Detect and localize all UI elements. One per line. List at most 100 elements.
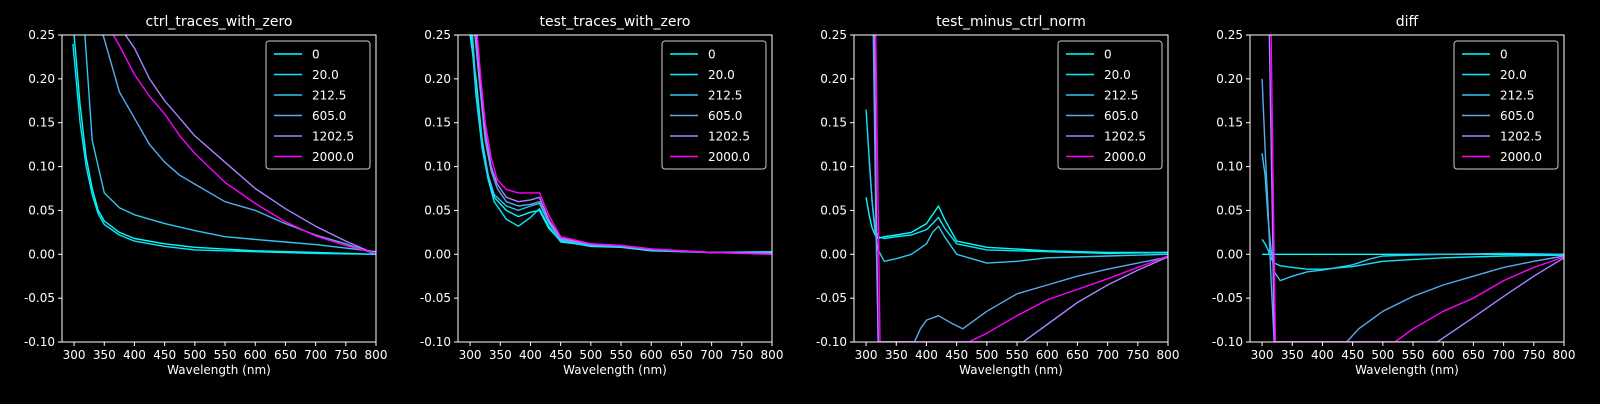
x-axis-label: Wavelength (nm): [167, 363, 271, 377]
legend-label-6: 2000.0: [1104, 150, 1146, 164]
legend-label-2: 20.0: [1500, 68, 1527, 82]
legend-label-4: 605.0: [708, 109, 742, 123]
series-line-4: [872, 35, 1168, 342]
x-tick-label: 500: [183, 348, 206, 362]
x-tick-label: 550: [1402, 348, 1425, 362]
legend-label-1: 0: [1104, 48, 1112, 62]
legend-label-3: 212.5: [312, 89, 346, 103]
y-tick-label: 0.05: [820, 203, 847, 217]
chart-panel-1: 300 350 400 450 500 550 600 650 700 750 800 -0.10 -0…: [24, 14, 388, 377]
x-tick-label: 600: [244, 348, 267, 362]
y-tick-label: 0.20: [28, 72, 55, 86]
x-tick-label: 750: [334, 348, 357, 362]
y-tick-label: 0.20: [1216, 72, 1243, 86]
y-tick-label: -0.05: [420, 291, 451, 305]
y-tick-label: 0.05: [28, 203, 55, 217]
x-tick-label: 500: [579, 348, 602, 362]
x-tick-label: 650: [274, 348, 297, 362]
series-line-4: [1261, 78, 1564, 342]
y-tick-label: 0.15: [424, 116, 451, 130]
x-tick-label: 600: [1432, 348, 1455, 362]
y-tick-label: -0.05: [816, 291, 847, 305]
series-line-3: [84, 35, 376, 253]
x-tick-label: 400: [915, 348, 938, 362]
x-tick-label: 600: [1036, 348, 1059, 362]
legend-frame: [1057, 40, 1163, 170]
legend-label-1: 0: [708, 48, 716, 62]
legend-label-1: 0: [1500, 48, 1508, 62]
x-tick-label: 700: [1096, 348, 1119, 362]
x-tick-label: 350: [1281, 348, 1304, 362]
axes-frame: [1249, 34, 1565, 343]
legend: 0 20.0 212.5 605.0 1202.5 2000.0: [1057, 40, 1163, 170]
legend-label-5: 1202.5: [312, 130, 354, 144]
legend-label-3: 212.5: [708, 89, 742, 103]
series-group: [469, 35, 772, 255]
axes-frame: [853, 34, 1169, 343]
series-line-6: [875, 35, 1168, 342]
x-tick-label: 350: [93, 348, 116, 362]
legend-label-6: 2000.0: [708, 150, 750, 164]
legend-label-5: 1202.5: [708, 130, 750, 144]
x-tick-label: 300: [855, 348, 878, 362]
x-tick-label: 800: [1553, 348, 1576, 362]
legend-label-6: 2000.0: [1500, 150, 1542, 164]
legend-label-4: 605.0: [1500, 109, 1534, 123]
legend: 0 20.0 212.5 605.0 1202.5 2000.0: [265, 40, 371, 170]
legend-frame: [661, 40, 767, 170]
y-tick-label: -0.10: [816, 335, 847, 349]
y-tick-label: 0.00: [424, 247, 451, 261]
x-tick-label: 400: [123, 348, 146, 362]
series-line-3: [1261, 153, 1564, 282]
series-group: [865, 35, 1168, 342]
series-line-5: [873, 35, 1168, 342]
x-tick-label: 550: [610, 348, 633, 362]
y-tick-label: 0.00: [820, 247, 847, 261]
x-tick-label: 300: [63, 348, 86, 362]
axes-frame: [457, 34, 773, 343]
series-line-1: [865, 197, 1168, 254]
y-tick-label: 0.20: [424, 72, 451, 86]
series-line-1: [73, 35, 376, 255]
y-tick-label: 0.25: [28, 28, 55, 42]
x-tick-label: 650: [1462, 348, 1485, 362]
x-tick-label: 350: [885, 348, 908, 362]
legend: 0 20.0 212.5 605.0 1202.5 2000.0: [661, 40, 767, 170]
legend-label-3: 212.5: [1500, 89, 1534, 103]
x-axis-label: Wavelength (nm): [1355, 363, 1459, 377]
x-tick-label: 450: [549, 348, 572, 362]
y-tick-label: 0.05: [424, 203, 451, 217]
x-tick-label: 550: [214, 348, 237, 362]
x-tick-label: 800: [365, 348, 388, 362]
series-line-5: [124, 35, 376, 255]
legend-label-2: 20.0: [1104, 68, 1131, 82]
series-line-6: [476, 35, 772, 255]
x-axis-label: Wavelength (nm): [959, 363, 1063, 377]
series-line-5: [1268, 35, 1564, 342]
y-tick-label: -0.05: [1212, 291, 1243, 305]
legend-label-5: 1202.5: [1104, 130, 1146, 144]
x-tick-label: 450: [153, 348, 176, 362]
legend-label-4: 605.0: [312, 109, 346, 123]
legend-label-6: 2000.0: [312, 150, 354, 164]
y-tick-label: 0.05: [1216, 203, 1243, 217]
chart-title: test_minus_ctrl_norm: [936, 14, 1086, 30]
x-tick-label: 600: [640, 348, 663, 362]
legend-frame: [265, 40, 371, 170]
x-tick-label: 500: [975, 348, 998, 362]
y-tick-label: 0.25: [424, 28, 451, 42]
x-tick-label: 400: [1311, 348, 1334, 362]
y-tick-label: 0.10: [28, 160, 55, 174]
y-tick-label: 0.15: [820, 116, 847, 130]
series-line-3: [868, 157, 1168, 264]
x-tick-label: 300: [1251, 348, 1274, 362]
series-group: [72, 35, 376, 255]
y-tick-label: -0.05: [24, 291, 55, 305]
chart-title: test_traces_with_zero: [540, 14, 691, 30]
x-tick-label: 400: [519, 348, 542, 362]
series-line-2: [1261, 239, 1564, 270]
series-line-6: [112, 35, 376, 255]
x-tick-label: 550: [1006, 348, 1029, 362]
x-tick-label: 700: [1492, 348, 1515, 362]
